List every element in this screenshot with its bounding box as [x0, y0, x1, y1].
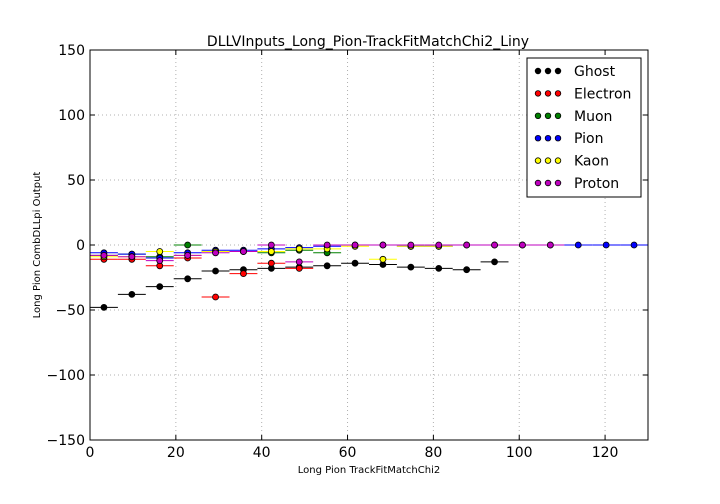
kaon-legend-marker — [544, 157, 552, 164]
ghost-legend-marker — [534, 67, 542, 75]
pion-legend-marker — [544, 134, 552, 142]
muon-legend-marker — [554, 112, 562, 119]
pion-point — [630, 241, 638, 249]
proton-point — [519, 241, 526, 249]
x-tick-label: 0 — [86, 445, 95, 461]
electron-point — [212, 293, 219, 301]
kaon-legend-marker — [554, 157, 562, 164]
legend-frame — [526, 57, 642, 198]
y-tick-label: −100 — [47, 368, 85, 384]
y-tick-label: 150 — [58, 43, 85, 59]
ghost-point — [128, 290, 136, 298]
data-points — [90, 241, 648, 311]
kaon-point — [295, 245, 303, 253]
y-tick-label: −50 — [55, 303, 85, 319]
ghost-point — [212, 267, 219, 275]
ghost-point — [323, 262, 331, 270]
ghost-point — [351, 259, 359, 267]
proton-point — [491, 241, 498, 249]
pion-point — [602, 241, 610, 249]
x-tick-label: 40 — [253, 445, 271, 461]
y-tick-label: 50 — [67, 173, 85, 189]
proton-point — [351, 241, 359, 249]
proton-point — [546, 241, 554, 249]
chart-title: DLLVInputs_Long_Pion-TrackFitMatchChi2_L… — [207, 34, 529, 50]
proton-point — [128, 253, 136, 261]
pion-legend-marker — [534, 134, 542, 142]
proton-point — [435, 241, 443, 249]
electron-point — [267, 259, 275, 267]
x-axis-label: Long Pion TrackFitMatchChi2 — [298, 465, 440, 476]
electron-point — [240, 270, 247, 278]
proton-point — [295, 258, 303, 266]
pion-legend-label: Pion — [574, 131, 603, 147]
kaon-legend-marker — [534, 157, 542, 164]
kaon-point — [267, 248, 275, 255]
ghost-point — [491, 258, 498, 266]
y-tick-label: 0 — [76, 238, 85, 254]
ghost-point — [435, 264, 443, 272]
y-axis-label: Long Pion CombDLLpi Output — [32, 172, 43, 319]
proton-legend-label: Proton — [574, 176, 619, 192]
ghost-point — [463, 266, 471, 274]
proton-legend-marker — [554, 179, 562, 187]
electron-legend-marker — [534, 90, 542, 97]
ghost-point — [407, 263, 415, 271]
ghost-legend-marker — [554, 67, 562, 75]
ghost-point — [184, 275, 192, 283]
kaon-legend-label: Kaon — [574, 154, 609, 170]
electron-legend-marker — [554, 90, 562, 97]
proton-point — [323, 241, 331, 249]
electron-legend-label: Electron — [574, 86, 631, 102]
proton-point — [240, 248, 247, 255]
electron-legend-marker — [544, 90, 552, 97]
x-tick-label: 60 — [339, 445, 357, 461]
proton-point — [212, 249, 219, 257]
ghost-point — [100, 303, 108, 311]
muon-legend-marker — [544, 112, 552, 119]
proton-point — [156, 257, 164, 265]
kaon-point — [156, 248, 164, 255]
proton-legend-marker — [544, 179, 552, 187]
kaon-point — [379, 255, 387, 263]
y-tick-label: 100 — [58, 108, 85, 124]
x-tick-label: 80 — [424, 445, 442, 461]
proton-point — [100, 251, 108, 259]
muon-point — [184, 241, 192, 249]
pion-point — [574, 241, 582, 249]
proton-point — [267, 241, 275, 249]
proton-legend-marker — [534, 179, 542, 187]
x-tick-label: 20 — [167, 445, 185, 461]
proton-point — [184, 251, 192, 259]
plot-frame — [89, 49, 649, 441]
proton-point — [407, 241, 415, 249]
x-tick-label: 120 — [592, 445, 619, 461]
muon-legend-marker — [534, 112, 542, 119]
ghost-legend-label: Ghost — [574, 64, 616, 80]
proton-point — [463, 241, 471, 249]
axis-ticks: 0 20 40 60 80 100 120 −150 −100 −50 0 50 100 150 — [47, 43, 648, 461]
muon-legend-label: Muon — [574, 109, 612, 125]
proton-point — [379, 241, 387, 249]
pion-legend-marker — [554, 134, 562, 142]
x-tick-label: 100 — [506, 445, 533, 461]
electron-point — [295, 264, 303, 272]
ghost-legend-marker — [544, 67, 552, 75]
y-tick-label: −150 — [47, 433, 85, 449]
ghost-point — [156, 283, 164, 291]
legend: Ghost Electron Muon Pion Kaon Proton — [526, 57, 642, 198]
